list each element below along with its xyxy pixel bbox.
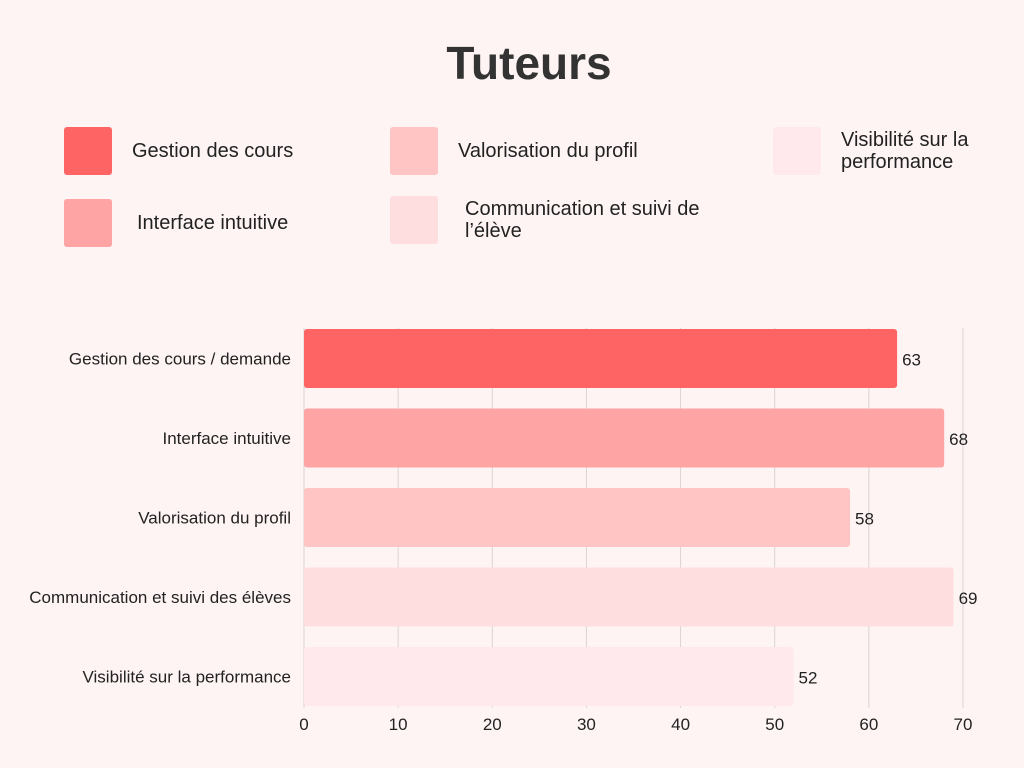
data-label: 63 — [902, 351, 921, 370]
legend-label: Valorisation du profil — [458, 140, 638, 162]
bar — [304, 488, 851, 547]
legend-item-communication: Communication et suivi de l’élève — [390, 196, 735, 244]
x-tick-label: 20 — [483, 715, 502, 734]
legend-item-interface: Interface intuitive — [64, 199, 288, 247]
x-tick-label: 70 — [954, 715, 973, 734]
x-tick-label: 10 — [389, 715, 408, 734]
legend-item-valorisation: Valorisation du profil — [390, 127, 638, 175]
legend-swatch — [773, 127, 821, 175]
legend-label: Communication et suivi de l’élève — [465, 198, 700, 242]
legend-swatch — [390, 196, 438, 244]
x-tick-label: 0 — [299, 715, 308, 734]
legend-item-gestion: Gestion des cours — [64, 127, 293, 175]
bar — [304, 329, 898, 388]
data-label: 68 — [949, 430, 968, 449]
category-label: Gestion des cours / demande — [69, 350, 291, 369]
data-label: 69 — [959, 589, 978, 608]
x-tick-label: 30 — [577, 715, 596, 734]
legend-label: Gestion des cours — [132, 140, 294, 162]
legend-swatch — [390, 127, 438, 175]
data-label: 52 — [799, 669, 818, 688]
x-tick-label: 50 — [765, 715, 784, 734]
bar — [304, 647, 794, 706]
category-label: Visibilité sur la performance — [83, 668, 292, 687]
legend-label: Interface intuitive — [137, 212, 289, 234]
bar — [304, 567, 954, 627]
bar — [304, 408, 945, 468]
x-tick-label: 60 — [859, 715, 878, 734]
category-label: Communication et suivi des élèves — [29, 588, 291, 607]
chart-title: Tuteurs — [446, 37, 612, 89]
data-label: 58 — [855, 510, 874, 529]
legend-label: Visibilité sur la performance — [841, 129, 969, 173]
category-label: Interface intuitive — [162, 429, 291, 448]
x-tick-label: 40 — [671, 715, 690, 734]
legend-swatch — [64, 127, 112, 175]
legend-swatch — [64, 199, 112, 247]
legend-item-visibilite: Visibilité sur la performance — [773, 127, 991, 175]
category-label: Valorisation du profil — [138, 509, 291, 528]
